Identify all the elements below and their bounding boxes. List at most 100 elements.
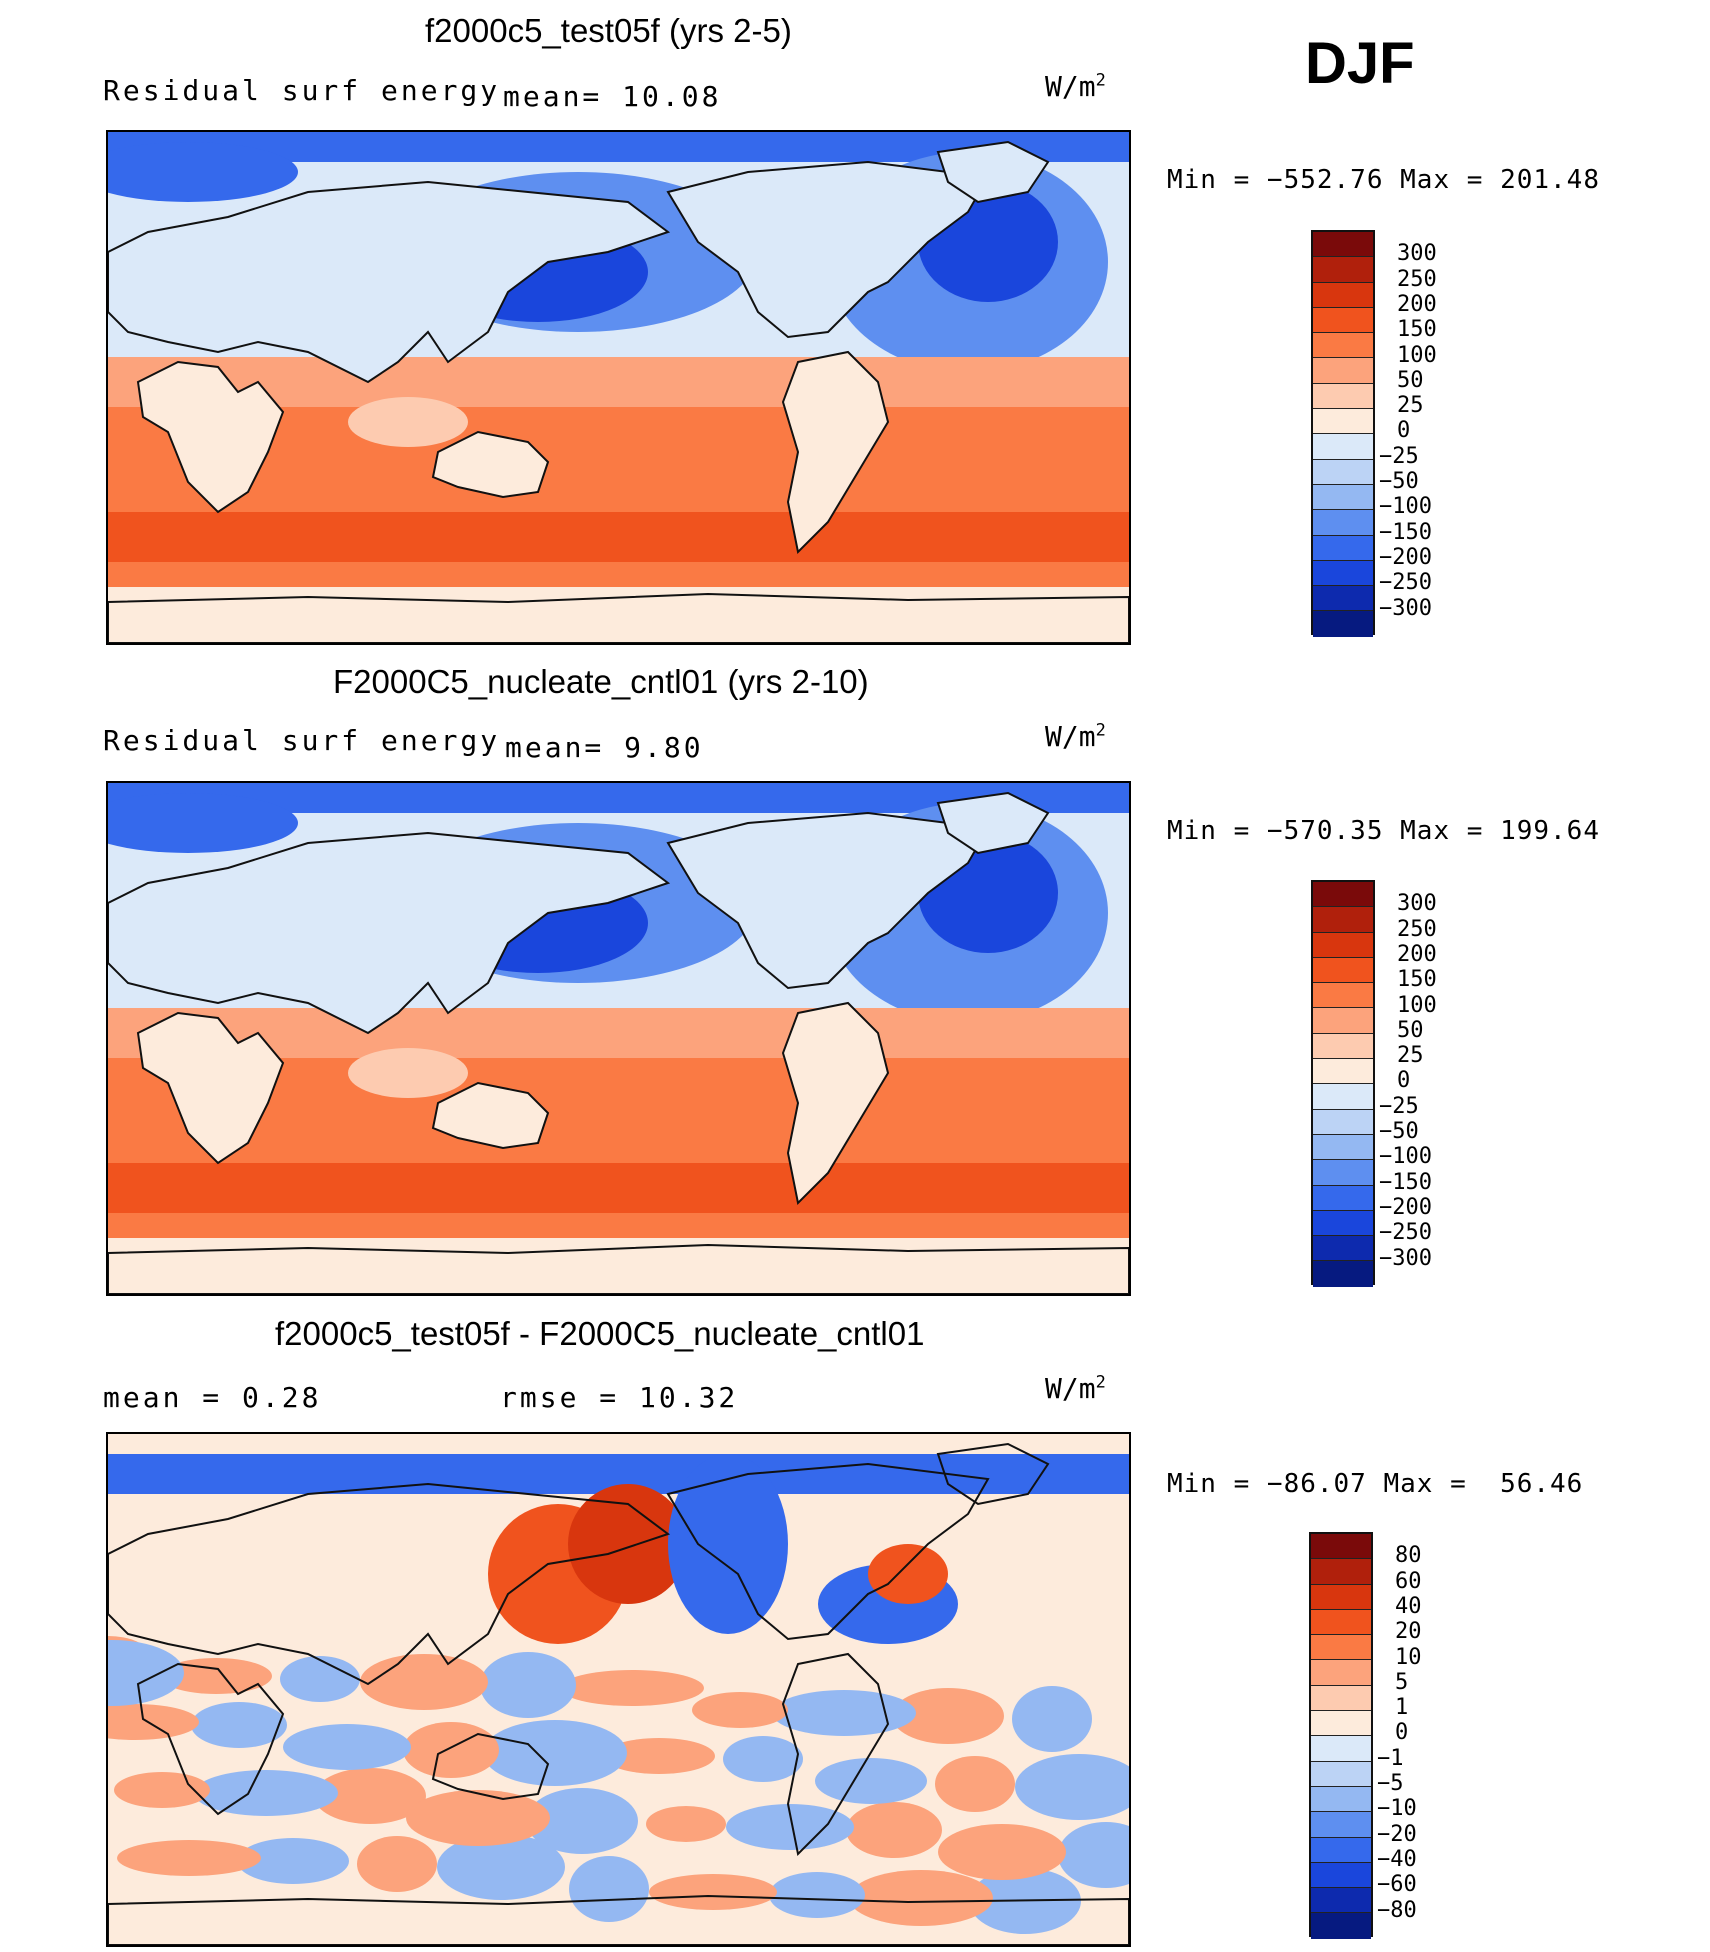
colorbar-label: 300 bbox=[1397, 891, 1437, 917]
colorbar-label: −100 bbox=[1379, 494, 1432, 520]
indian-ocean-patch bbox=[348, 397, 468, 447]
colorbar-label: −5 bbox=[1377, 1771, 1404, 1796]
panel-2-colorbar bbox=[1311, 880, 1375, 1287]
panel-2-contour-field bbox=[108, 783, 1129, 1294]
barents-low bbox=[108, 142, 298, 202]
colorbar-swatch bbox=[1313, 611, 1373, 637]
noise-patch bbox=[723, 1736, 803, 1782]
noise-patch bbox=[772, 1690, 916, 1736]
north-pacific-negative bbox=[668, 1454, 788, 1634]
colorbar-label: −40 bbox=[1377, 1846, 1417, 1872]
southern-storm-track bbox=[108, 512, 1129, 562]
colorbar-label: −200 bbox=[1379, 544, 1432, 570]
continent-outline bbox=[108, 1894, 1129, 1945]
colorbar-swatch bbox=[1313, 358, 1373, 384]
panel-1-contour-field bbox=[108, 132, 1129, 643]
colorbar-swatch bbox=[1313, 882, 1373, 908]
panel-2-title: F2000C5_nucleate_cntl01 (yrs 2-10) bbox=[333, 663, 869, 700]
colorbar-label: 50 bbox=[1397, 1017, 1424, 1043]
continent bbox=[431, 430, 550, 499]
colorbar-label: 200 bbox=[1397, 941, 1437, 967]
colorbar-swatch bbox=[1313, 560, 1373, 587]
colorbar-swatch bbox=[1313, 1236, 1373, 1262]
colorbar-label: −150 bbox=[1379, 519, 1432, 545]
colorbar-swatch bbox=[1313, 957, 1373, 984]
colorbar-label: 60 bbox=[1395, 1568, 1422, 1594]
noise-patch bbox=[526, 1788, 638, 1854]
colorbar-swatch bbox=[1313, 586, 1373, 612]
noise-patch bbox=[935, 1756, 1015, 1812]
colorbar-swatch bbox=[1311, 1609, 1371, 1636]
colorbar-swatch bbox=[1313, 307, 1373, 334]
continent bbox=[666, 160, 990, 339]
colorbar-swatch bbox=[1311, 1736, 1371, 1762]
colorbar-swatch bbox=[1313, 434, 1373, 460]
colorbar-label: 0 bbox=[1397, 1068, 1411, 1094]
colorbar-label: 0 bbox=[1397, 418, 1411, 444]
panel-1-map bbox=[106, 130, 1131, 645]
panel-3-contour-field bbox=[108, 1434, 1129, 1945]
noise-patch bbox=[237, 1838, 349, 1884]
colorbar-label: −10 bbox=[1377, 1796, 1417, 1822]
continent bbox=[136, 1011, 285, 1165]
tropics-positive bbox=[108, 1008, 1129, 1058]
colorbar-label: −300 bbox=[1379, 595, 1432, 621]
panel-3-rmse: rmse = 10.32 bbox=[500, 1381, 739, 1414]
colorbar-label: 250 bbox=[1397, 916, 1437, 942]
noise-patch bbox=[357, 1836, 437, 1892]
colorbar-swatch bbox=[1311, 1660, 1371, 1686]
colorbar-swatch bbox=[1313, 257, 1373, 283]
noise-patch bbox=[437, 1834, 565, 1900]
panel-1-minmax: Min = −552.76 Max = 201.48 bbox=[1167, 165, 1600, 195]
noise-patch bbox=[117, 1840, 261, 1876]
panel-3-title: f2000c5_test05f - F2000C5_nucleate_cntl0… bbox=[275, 1315, 925, 1352]
colorbar-swatch bbox=[1311, 1584, 1371, 1610]
noise-patch bbox=[406, 1790, 550, 1846]
colorbar-label: 150 bbox=[1397, 967, 1437, 993]
colorbar-label: −150 bbox=[1379, 1169, 1432, 1195]
noise-patch bbox=[1058, 1822, 1129, 1888]
noise-patch bbox=[646, 1806, 726, 1842]
colorbar-swatch bbox=[1313, 1261, 1373, 1287]
barents-low bbox=[108, 793, 298, 853]
colorbar-label: 100 bbox=[1397, 992, 1437, 1018]
colorbar-swatch bbox=[1311, 1837, 1371, 1863]
noise-patch bbox=[649, 1874, 777, 1910]
noise-patch bbox=[1015, 1754, 1129, 1820]
colorbar-swatch bbox=[1311, 1761, 1371, 1787]
season-label: DJF bbox=[1305, 31, 1415, 96]
colorbar-swatch bbox=[1311, 1888, 1371, 1914]
colorbar-swatch bbox=[1311, 1711, 1371, 1737]
colorbar-label: −1 bbox=[1377, 1745, 1404, 1771]
noise-patch bbox=[108, 1640, 184, 1706]
panel-1-colorbar bbox=[1311, 230, 1375, 637]
continent bbox=[136, 360, 285, 514]
continent bbox=[781, 350, 890, 555]
colorbar-swatch bbox=[1313, 983, 1373, 1009]
colorbar-swatch bbox=[1313, 510, 1373, 536]
noise-patch bbox=[892, 1688, 1004, 1744]
noise-patch bbox=[560, 1670, 704, 1706]
noise-patch bbox=[846, 1802, 942, 1858]
panel-3-colorbar bbox=[1309, 1532, 1373, 1939]
colorbar-swatch bbox=[1313, 232, 1373, 258]
continent bbox=[431, 1081, 550, 1150]
continent bbox=[666, 811, 990, 990]
colorbar-swatch bbox=[1313, 1210, 1373, 1237]
continent bbox=[108, 592, 1129, 643]
southern-storm-track bbox=[108, 1163, 1129, 1213]
continent bbox=[936, 791, 1050, 855]
noise-patch bbox=[403, 1722, 499, 1778]
colorbar-label: 200 bbox=[1397, 291, 1437, 317]
noise-patch bbox=[483, 1720, 627, 1786]
noise-patch bbox=[726, 1804, 854, 1850]
panel-2-map bbox=[106, 781, 1131, 1296]
continent-outline bbox=[781, 1652, 890, 1857]
panel-3-units: W/m2 bbox=[1045, 1372, 1106, 1405]
continent-outline bbox=[136, 1662, 285, 1816]
continent bbox=[108, 1243, 1129, 1294]
colorbar-swatch bbox=[1311, 1534, 1371, 1560]
indian-ocean-patch bbox=[348, 1048, 468, 1098]
colorbar-swatch bbox=[1313, 1185, 1373, 1211]
colorbar-label: 0 bbox=[1395, 1720, 1409, 1746]
